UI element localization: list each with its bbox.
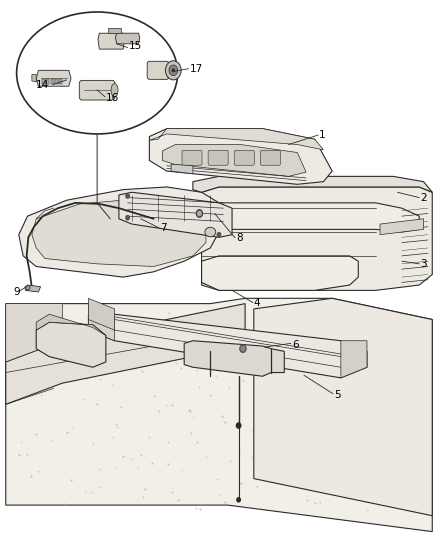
Polygon shape <box>88 304 115 341</box>
Polygon shape <box>42 79 45 84</box>
Polygon shape <box>6 298 432 531</box>
Polygon shape <box>201 256 358 290</box>
FancyBboxPatch shape <box>208 150 228 165</box>
Polygon shape <box>32 75 36 82</box>
Polygon shape <box>25 285 41 292</box>
Polygon shape <box>59 79 62 84</box>
FancyBboxPatch shape <box>147 61 169 79</box>
Text: 15: 15 <box>129 42 142 52</box>
Polygon shape <box>88 298 115 330</box>
FancyBboxPatch shape <box>79 80 115 100</box>
Polygon shape <box>98 33 124 49</box>
Polygon shape <box>116 33 140 44</box>
Polygon shape <box>36 70 71 86</box>
Circle shape <box>237 423 241 428</box>
Polygon shape <box>341 341 367 378</box>
Circle shape <box>196 210 202 217</box>
FancyBboxPatch shape <box>182 150 202 165</box>
Circle shape <box>169 65 178 76</box>
Polygon shape <box>380 219 424 235</box>
Circle shape <box>198 212 201 216</box>
Polygon shape <box>55 79 58 84</box>
Circle shape <box>172 68 175 72</box>
Circle shape <box>126 194 129 198</box>
Polygon shape <box>19 187 219 277</box>
Polygon shape <box>108 28 121 33</box>
Text: 8: 8 <box>237 233 243 244</box>
Polygon shape <box>254 298 432 516</box>
FancyBboxPatch shape <box>234 150 254 165</box>
Circle shape <box>166 61 181 80</box>
Polygon shape <box>88 314 367 378</box>
Polygon shape <box>193 176 432 192</box>
Polygon shape <box>36 322 106 367</box>
Polygon shape <box>50 79 53 84</box>
Circle shape <box>237 498 240 502</box>
Circle shape <box>240 345 246 352</box>
Ellipse shape <box>205 227 216 237</box>
Polygon shape <box>36 314 106 335</box>
Polygon shape <box>119 192 232 237</box>
Text: 6: 6 <box>292 340 299 350</box>
Text: 7: 7 <box>160 223 167 233</box>
Polygon shape <box>6 304 245 405</box>
Polygon shape <box>149 128 332 184</box>
Text: 3: 3 <box>420 259 427 269</box>
Circle shape <box>126 216 129 220</box>
FancyBboxPatch shape <box>260 150 280 165</box>
Polygon shape <box>6 304 62 362</box>
Text: 9: 9 <box>14 287 20 297</box>
Ellipse shape <box>111 84 118 97</box>
Text: 16: 16 <box>106 93 119 103</box>
Text: 2: 2 <box>420 192 427 203</box>
Ellipse shape <box>25 286 30 290</box>
Polygon shape <box>201 187 432 290</box>
Text: 4: 4 <box>254 297 261 308</box>
Polygon shape <box>32 199 206 266</box>
Polygon shape <box>184 341 284 376</box>
Polygon shape <box>46 79 49 84</box>
Circle shape <box>241 346 245 351</box>
Text: 5: 5 <box>334 390 341 400</box>
Ellipse shape <box>17 12 178 134</box>
Circle shape <box>217 232 221 237</box>
Polygon shape <box>162 144 306 176</box>
Text: 17: 17 <box>189 64 203 74</box>
Polygon shape <box>149 128 323 150</box>
Polygon shape <box>171 164 193 174</box>
Polygon shape <box>201 203 419 232</box>
Text: 14: 14 <box>36 79 49 90</box>
Text: 1: 1 <box>319 130 326 140</box>
